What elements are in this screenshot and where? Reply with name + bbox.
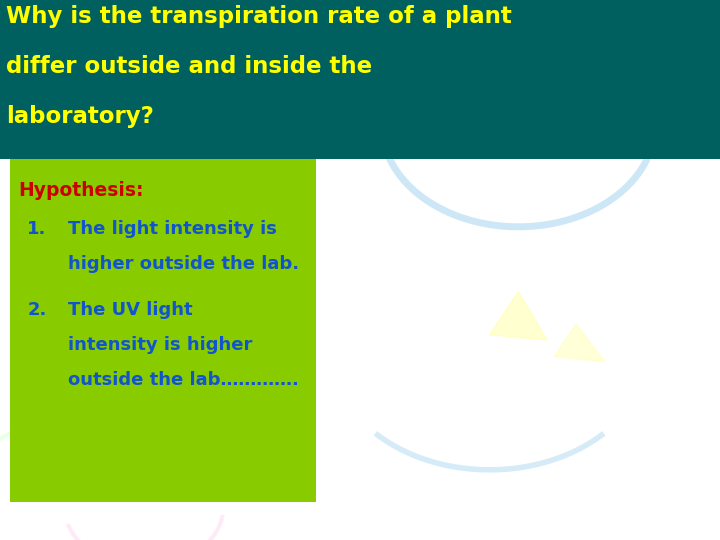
Polygon shape xyxy=(490,292,547,340)
Text: laboratory?: laboratory? xyxy=(6,105,153,128)
Text: differ outside and inside the: differ outside and inside the xyxy=(6,55,372,78)
Text: Hypothesis:: Hypothesis: xyxy=(18,181,143,200)
FancyBboxPatch shape xyxy=(0,0,720,159)
Polygon shape xyxy=(554,324,605,362)
Text: higher outside the lab.: higher outside the lab. xyxy=(68,255,300,273)
Text: outside the lab………….: outside the lab…………. xyxy=(68,372,300,389)
Text: intensity is higher: intensity is higher xyxy=(68,336,253,354)
Text: The UV light: The UV light xyxy=(68,301,193,320)
Text: Why is the transpiration rate of a plant: Why is the transpiration rate of a plant xyxy=(6,5,511,29)
Text: 1.: 1. xyxy=(27,220,47,238)
Text: The light intensity is: The light intensity is xyxy=(68,220,277,238)
Text: 2.: 2. xyxy=(27,301,47,320)
FancyBboxPatch shape xyxy=(10,159,316,502)
